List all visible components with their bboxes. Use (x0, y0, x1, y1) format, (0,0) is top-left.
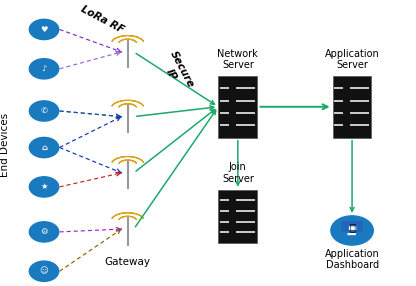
Circle shape (30, 19, 59, 39)
Circle shape (30, 101, 59, 121)
Text: ⌂: ⌂ (41, 143, 47, 152)
Circle shape (30, 222, 59, 242)
Text: 📊: 📊 (349, 223, 355, 233)
Circle shape (30, 59, 59, 79)
Text: LoRa RF: LoRa RF (79, 4, 125, 35)
Text: ⚙: ⚙ (40, 227, 48, 237)
Text: ☺: ☺ (40, 267, 48, 276)
Text: Application
Server: Application Server (325, 49, 379, 70)
FancyBboxPatch shape (218, 190, 257, 243)
Text: Join
Server: Join Server (222, 162, 254, 184)
Text: ▬▬: ▬▬ (347, 232, 357, 237)
Text: ▬: ▬ (347, 223, 357, 233)
Circle shape (30, 177, 59, 197)
Text: ✆: ✆ (40, 106, 47, 116)
Text: Gateway: Gateway (105, 257, 151, 267)
Text: ♪: ♪ (41, 64, 47, 73)
Text: ★: ★ (40, 182, 48, 191)
Text: End Devices: End Devices (0, 113, 10, 177)
FancyBboxPatch shape (333, 76, 371, 138)
Text: Secure
IP: Secure IP (158, 49, 196, 94)
FancyBboxPatch shape (218, 76, 257, 138)
Circle shape (30, 261, 59, 281)
Circle shape (30, 137, 59, 158)
FancyBboxPatch shape (341, 221, 364, 232)
Circle shape (331, 216, 373, 245)
Text: ♥: ♥ (40, 25, 48, 34)
Text: Application
Dashboard: Application Dashboard (325, 249, 379, 270)
Text: Network
Server: Network Server (218, 49, 258, 70)
